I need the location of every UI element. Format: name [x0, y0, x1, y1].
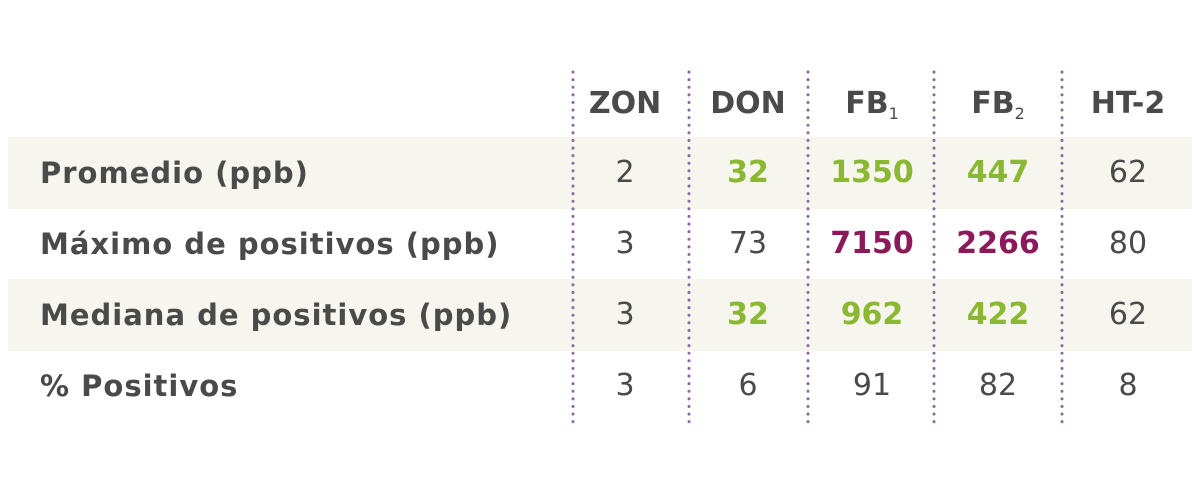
cell: 8: [1118, 368, 1138, 403]
cell: 7150: [830, 226, 914, 261]
column-header: FB2: [933, 82, 1063, 126]
row-shade: [8, 137, 1192, 209]
cell: 91: [852, 368, 892, 403]
header-text: FB: [971, 86, 1015, 121]
cell: 32: [727, 297, 769, 332]
row-label: Mediana de positivos (ppb): [40, 298, 513, 332]
header-text: FB: [845, 86, 889, 121]
cell: 62: [1108, 155, 1148, 190]
row-label: Promedio (ppb): [40, 156, 309, 190]
header-text: DON: [710, 86, 786, 121]
header-subscript: 1: [888, 104, 899, 123]
cell: 2266: [956, 226, 1040, 261]
cell: 3: [615, 368, 635, 403]
cell: 2: [615, 155, 635, 190]
column-header: HT-2: [1063, 82, 1193, 126]
cell: 447: [966, 155, 1030, 190]
row-shade: [8, 279, 1192, 351]
cell: 3: [615, 226, 635, 261]
column-header: DON: [683, 82, 813, 126]
header-text: HT-2: [1090, 86, 1166, 121]
cell: 80: [1108, 226, 1148, 261]
row-label: Máximo de positivos (ppb): [40, 227, 500, 261]
cell: 73: [728, 226, 768, 261]
cell: 1350: [830, 155, 914, 190]
column-header: FB1: [807, 82, 937, 126]
cell: 6: [738, 368, 758, 403]
cell: 422: [966, 297, 1030, 332]
column-header: ZON: [560, 82, 690, 126]
row-label: % Positivos: [40, 369, 239, 403]
header-subscript: 2: [1014, 104, 1025, 123]
cell: 32: [727, 155, 769, 190]
cell: 962: [840, 297, 904, 332]
cell: 3: [615, 297, 635, 332]
cell: 62: [1108, 297, 1148, 332]
cell: 82: [978, 368, 1018, 403]
header-text: ZON: [588, 86, 662, 121]
